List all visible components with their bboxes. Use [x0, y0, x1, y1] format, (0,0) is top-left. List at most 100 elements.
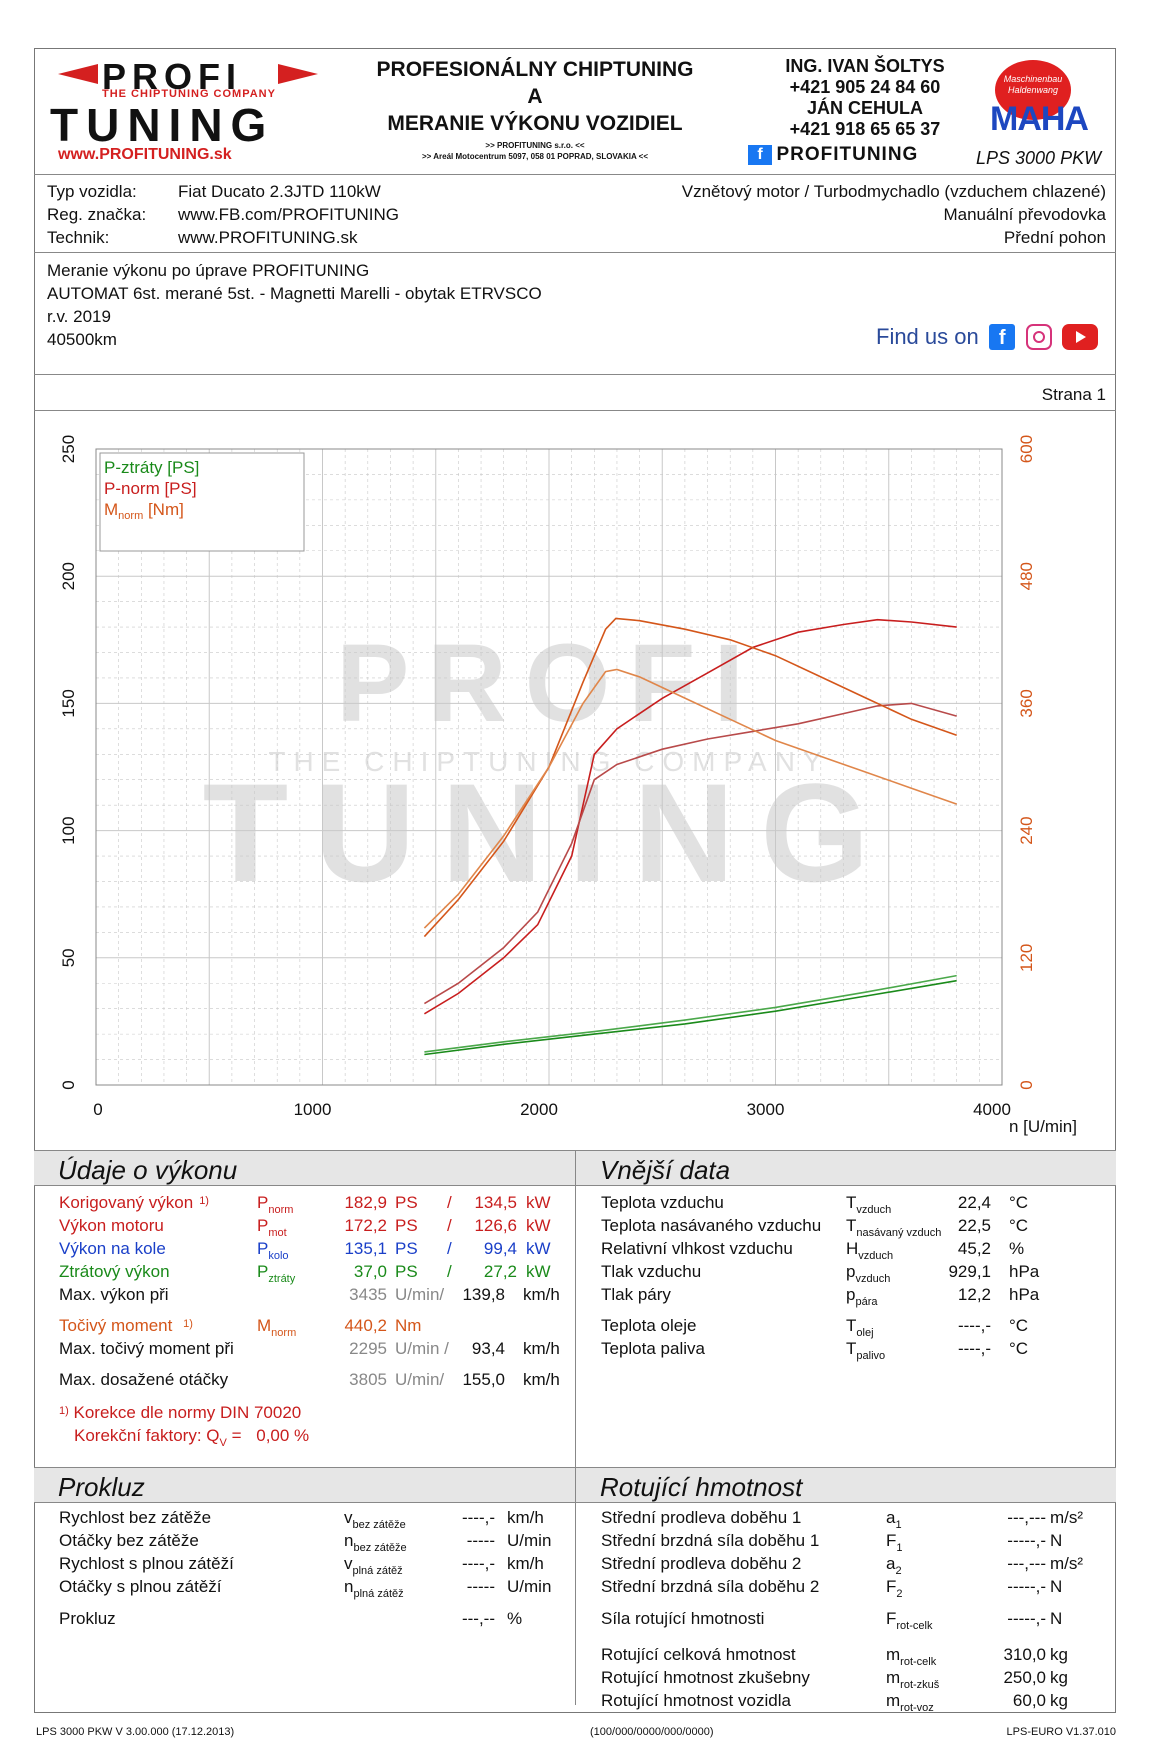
- prokluz-row-unit: U/min: [507, 1531, 552, 1550]
- hmotnost-row-symbol-letter: m: [886, 1668, 901, 1687]
- vnejsi-row-symbol-letter: T: [846, 1316, 857, 1335]
- page-label: Strana 1: [1041, 385, 1106, 404]
- vykon-row-label: Výkon motoru: [59, 1216, 164, 1235]
- vnejsi-header: Vnější data: [575, 1150, 1116, 1186]
- y-right-tick-label: 240: [1017, 816, 1036, 844]
- vykon-row: Korigovaný výkon 1) Pnorm 182,9 PS / 134,5 kW: [59, 1193, 569, 1216]
- logo-tagline: THE CHIPTUNING COMPANY: [102, 88, 276, 100]
- prokluz-row-label: Rychlost s plnou zátěží: [59, 1554, 234, 1573]
- maha-text: MAHA: [990, 100, 1089, 138]
- maxvykon-rpm: 3435: [349, 1285, 387, 1304]
- company-line-1: >> PROFITUNING s.r.o. <<: [485, 141, 585, 150]
- hmotnost-row: Rotující hmotnost zkušebny mrot-zkuš 250,0…: [601, 1668, 1111, 1691]
- vnejsi-row-symbol: ppára: [846, 1285, 878, 1308]
- vykon-row-ps: 172,2: [344, 1216, 387, 1235]
- logo-top: PROFI: [102, 56, 243, 97]
- facebook-square-icon[interactable]: f: [989, 324, 1016, 350]
- sila-row-value: -----,-: [1007, 1609, 1046, 1628]
- vykon-row-symbol-letter: P: [257, 1239, 269, 1258]
- maxvykon-speed-unit: km/h: [523, 1285, 560, 1304]
- prokluz-data-row: Otáčky s plnou zátěží nplná zátěž ----- U/m…: [59, 1577, 569, 1600]
- prokluz-row-value: -----: [466, 1531, 495, 1550]
- hmotnost-row-label: Rotující celková hmotnost: [601, 1645, 796, 1664]
- vykon-row-kw: 99,4: [483, 1239, 517, 1258]
- vykon-row-kw: 27,2: [483, 1262, 517, 1281]
- youtube-icon[interactable]: [1062, 324, 1099, 350]
- rotujici-row-value: ---,---: [1007, 1554, 1046, 1573]
- hmotnost-row-value: 60,0: [1012, 1691, 1046, 1710]
- rotujici-row-symbol: a2: [886, 1554, 902, 1577]
- rotujici-row-symbol: a1: [886, 1508, 902, 1531]
- vnejsi-row-symbol-letter: T: [846, 1216, 857, 1235]
- vnejsi-row-unit: hPa: [1009, 1262, 1040, 1281]
- vykon-row-symbol-sub: norm: [268, 1204, 294, 1216]
- korekce-text: Korekce dle normy DIN 70020: [73, 1403, 302, 1422]
- rotujici-title: Rotující hmotnost: [600, 1472, 803, 1502]
- notes: Meranie výkonu po úprave PROFITUNING AUT…: [47, 259, 542, 351]
- faktor-label: Korekční faktory: Q: [74, 1426, 220, 1445]
- rotujici-row-value: -----,-: [1007, 1577, 1046, 1596]
- vnejsi-row-label: Teplota paliva: [601, 1339, 705, 1358]
- prokluz-unit: %: [507, 1609, 523, 1628]
- maha-ring-text: Maschinenbau Haldenwang: [1003, 74, 1063, 95]
- vnejsi-title: Vnější data: [600, 1155, 731, 1185]
- prokluz-row-symbol-letter: v: [344, 1508, 353, 1527]
- vnejsi-row-symbol-letter: p: [846, 1262, 856, 1281]
- prokluz-data-row: Rychlost s plnou zátěží vplná zátěž ----,-…: [59, 1554, 569, 1577]
- hmotnost-row-label: Rotující hmotnost vozidla: [601, 1691, 791, 1710]
- prokluz-header: Prokluz: [34, 1467, 575, 1503]
- reg-value: www.FB.com/PROFITUNING: [178, 205, 400, 224]
- prokluz-row-symbol-sub: plná zátěž: [352, 1565, 403, 1577]
- korekce-row: 1) Korekce dle normy DIN 70020: [59, 1403, 301, 1426]
- vykon-row-label: Výkon na kole: [59, 1239, 166, 1258]
- company-line-2: >> Areál Motocentrum 5097, 058 01 POPRAD…: [421, 152, 648, 161]
- contact2-phone: +421 918 65 65 37: [789, 119, 941, 139]
- divider-4: [34, 410, 1116, 411]
- vnejsi-row-symbol-sub: nasávaný vzduch: [856, 1227, 942, 1239]
- logo-url: www.PROFITUNING.sk: [58, 146, 232, 163]
- rotujici-row-unit: N: [1050, 1577, 1063, 1596]
- type-label: Typ vozidla:: [47, 182, 137, 201]
- maha-logo: Maschinenbau Haldenwang MAHA: [990, 60, 1090, 148]
- faktor-val: 0,00 %: [256, 1426, 310, 1445]
- sila-row-symbol: Frot-celk: [886, 1609, 932, 1632]
- maxmoment-row: Max. točivý moment při 2295 U/min / 93,4…: [59, 1339, 569, 1362]
- vykon-row-ps: 135,1: [344, 1239, 387, 1258]
- moment-unit: Nm: [395, 1316, 422, 1335]
- vehicle-values: Fiat Ducato 2.3JTD 110kW www.FB.com/PROF…: [178, 180, 399, 249]
- hmotnost-row-value: 250,0: [1003, 1668, 1046, 1687]
- hmotnost-row-symbol-sub: rot-voz: [900, 1702, 934, 1714]
- prokluz-data-row: Otáčky bez zátěže nbez zátěže ----- U/min: [59, 1531, 569, 1554]
- moment-sym: Mnorm: [257, 1316, 296, 1339]
- vykon-row-ps: 182,9: [344, 1193, 387, 1212]
- vnejsi-row-symbol-sub: vzduch: [858, 1250, 894, 1262]
- rotujici-row-symbol-sub: 2: [895, 1565, 902, 1577]
- prokluz-row-value: ----,-: [461, 1508, 495, 1527]
- instagram-icon[interactable]: [1025, 324, 1052, 350]
- vykon-row-symbol: Pmot: [257, 1216, 287, 1239]
- prokluz-val: ---,--: [461, 1609, 495, 1628]
- y-left-tick-label: 250: [59, 435, 78, 463]
- vykon-row-symbol-letter: P: [257, 1216, 269, 1235]
- vnejsi-row-symbol-letter: T: [846, 1339, 857, 1358]
- series-line: [423, 702, 957, 1005]
- prokluz-row-value: -----: [466, 1577, 495, 1596]
- prokluz-row-label: Otáčky bez zátěže: [59, 1531, 199, 1550]
- vnejsi-row: Tlak páry ppára 12,2 hPa: [601, 1285, 1111, 1308]
- sila-row-label: Síla rotující hmotnosti: [601, 1609, 765, 1628]
- sila-row-symbol-letter: F: [886, 1609, 897, 1628]
- vnejsi-row: Teplota oleje Tolej ----,- °C: [601, 1316, 1111, 1339]
- logo-bottom: TUNING: [50, 99, 275, 151]
- vnejsi-row-symbol-sub: vzduch: [855, 1273, 891, 1285]
- plot-border: [95, 448, 1003, 1086]
- moment-val: 440,2: [344, 1316, 387, 1335]
- maxmoment-speed-unit: km/h: [523, 1339, 560, 1358]
- logo-chevron-left-icon: [58, 64, 98, 84]
- y-right-tick-label: 480: [1017, 562, 1036, 590]
- tech-value: www.PROFITUNING.sk: [178, 228, 358, 247]
- faktor-row: Korekční faktory: QV = 0,00 %: [74, 1426, 309, 1449]
- vnejsi-row-unit: °C: [1009, 1216, 1029, 1235]
- legend-box: [99, 452, 305, 552]
- vnejsi-row-symbol-sub: pára: [855, 1296, 878, 1308]
- vnejsi-row: Teplota paliva Tpalivo ----,- °C: [601, 1339, 1111, 1362]
